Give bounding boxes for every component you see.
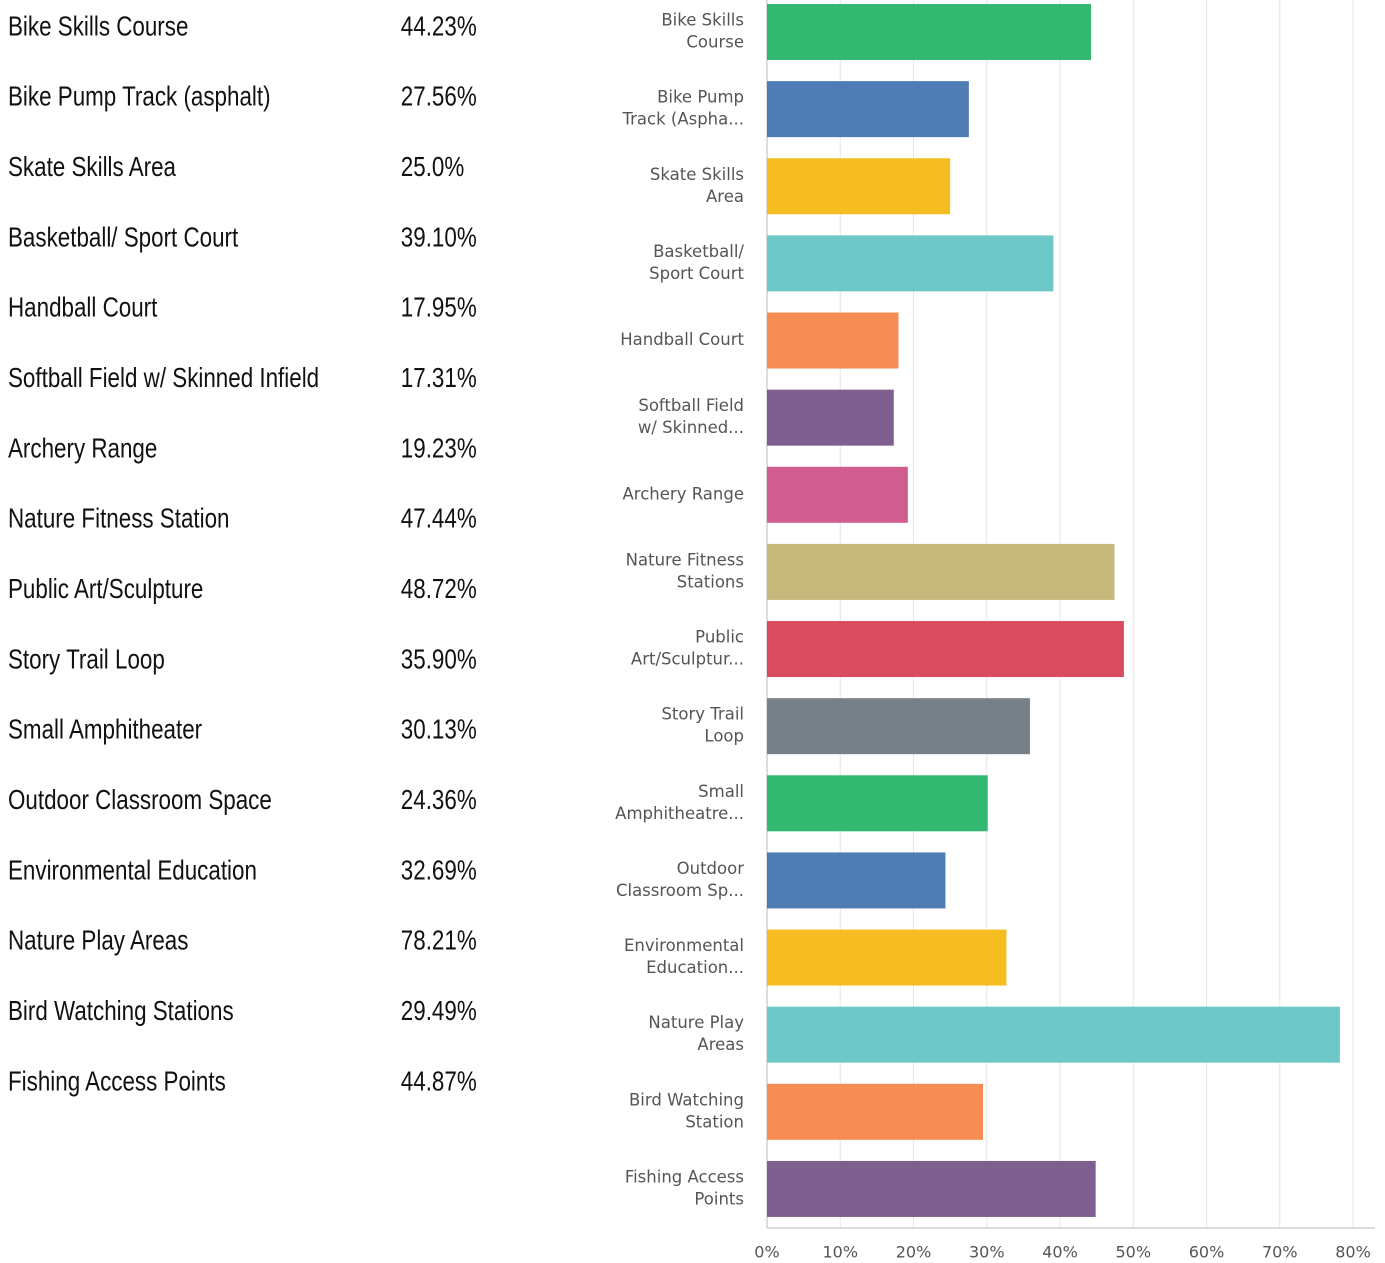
y-tick-label: Areas <box>697 1035 744 1054</box>
row-label: Outdoor Classroom Space <box>8 785 272 816</box>
row-label: Basketball/ Sport Court <box>8 222 238 253</box>
row-value: 35.90% <box>401 644 477 675</box>
x-tick-label: 10% <box>822 1243 858 1262</box>
row-label: Bike Pump Track (asphalt) <box>8 81 271 112</box>
row-value: 44.23% <box>401 11 477 42</box>
row-value: 29.49% <box>401 996 477 1027</box>
y-tick-label: Sport Court <box>649 264 744 283</box>
row-label: Bike Skills Course <box>8 11 188 42</box>
y-tick-label: Bike Skills <box>661 11 744 30</box>
chart: 0% 10% 20% 30% 40% 50% 60% 70% 80% Bike Skills Cou… <box>615 0 1375 1262</box>
bar <box>767 4 1091 60</box>
row-label: Bird Watching Stations <box>8 996 234 1027</box>
bar <box>767 158 951 215</box>
row-value: 24.36% <box>401 785 477 816</box>
bar <box>767 466 908 523</box>
y-tick-label: Nature Play <box>648 1013 744 1032</box>
y-tick-label: Amphitheatre... <box>615 804 744 823</box>
bar <box>767 1160 1096 1217</box>
row-value: 78.21% <box>401 925 477 956</box>
row-label: Environmental Education <box>8 855 257 886</box>
row-value: 19.23% <box>401 433 477 464</box>
bar <box>767 81 969 138</box>
y-tick-label: Nature Fitness <box>626 550 744 569</box>
x-tick-label: 60% <box>1189 1243 1225 1262</box>
row-label: Nature Fitness Station <box>8 503 230 534</box>
x-tick-label: 50% <box>1115 1243 1151 1262</box>
y-tick-label: Public <box>695 628 744 647</box>
row-value: 17.95% <box>401 292 477 323</box>
x-tick-label: 20% <box>896 1243 932 1262</box>
y-tick-label: Fishing Access <box>625 1167 744 1186</box>
bar <box>767 1083 984 1140</box>
row-label: Archery Range <box>8 433 157 464</box>
data-table: Bike Skills Course 44.23% Bike Pump Track … <box>8 11 477 1097</box>
y-tick-label: Story Trail <box>661 705 744 724</box>
x-tick-label: 30% <box>969 1243 1005 1262</box>
row-value: 47.44% <box>401 503 477 534</box>
row-value: 48.72% <box>401 574 477 605</box>
row-value: 25.0% <box>401 152 464 183</box>
row-label: Public Art/Sculpture <box>8 574 203 605</box>
x-tick-label: 80% <box>1335 1243 1371 1262</box>
bar <box>767 929 1007 986</box>
y-tick-label: Points <box>694 1189 744 1208</box>
row-label: Softball Field w/ Skinned Infield <box>8 363 319 394</box>
bar <box>767 775 988 832</box>
row-label: Fishing Access Points <box>8 1066 226 1097</box>
x-tick-label: 70% <box>1262 1243 1298 1262</box>
x-tick-label: 0% <box>754 1243 779 1262</box>
bar <box>767 852 946 909</box>
y-tick-label: Archery Range <box>623 484 744 503</box>
bar <box>767 543 1115 600</box>
y-tick-label: Course <box>686 33 744 52</box>
bar <box>767 1006 1340 1063</box>
y-tick-label: Loop <box>704 727 744 746</box>
bar <box>767 389 894 446</box>
y-tick-label: Skate Skills <box>650 165 744 184</box>
bar <box>767 312 899 369</box>
y-tick-label: Classroom Sp... <box>616 881 744 900</box>
y-tick-label: Station <box>685 1112 744 1131</box>
x-tick-label: 40% <box>1042 1243 1078 1262</box>
y-tick-label: Outdoor <box>677 859 745 878</box>
y-tick-label: Small <box>698 782 744 801</box>
y-tick-label: Handball Court <box>620 330 744 349</box>
row-value: 17.31% <box>401 363 477 394</box>
y-tick-label: Area <box>706 187 744 206</box>
y-tick-label: Basketball/ <box>653 242 744 261</box>
y-tick-label: Bike Pump <box>657 88 744 107</box>
row-label: Story Trail Loop <box>8 644 165 675</box>
row-label: Nature Play Areas <box>8 925 188 956</box>
y-tick-label: Softball Field <box>638 396 744 415</box>
y-tick-label: Environmental <box>624 936 744 955</box>
y-tick-label: Art/Sculptur... <box>631 650 744 669</box>
y-tick-label: Track (Aspha... <box>621 110 744 129</box>
row-label: Skate Skills Area <box>8 152 177 183</box>
row-value: 32.69% <box>401 855 477 886</box>
row-value: 27.56% <box>401 81 477 112</box>
bar <box>767 235 1054 292</box>
row-value: 39.10% <box>401 222 477 253</box>
row-value: 44.87% <box>401 1066 477 1097</box>
y-tick-label: Education... <box>646 958 744 977</box>
row-value: 30.13% <box>401 714 477 745</box>
row-label: Small Amphitheater <box>8 714 203 745</box>
bar <box>767 621 1124 678</box>
y-tick-label: Stations <box>677 572 744 591</box>
bar <box>767 698 1030 755</box>
y-tick-label: Bird Watching <box>629 1090 744 1109</box>
y-tick-label: w/ Skinned... <box>638 418 744 437</box>
row-label: Handball Court <box>8 292 157 323</box>
